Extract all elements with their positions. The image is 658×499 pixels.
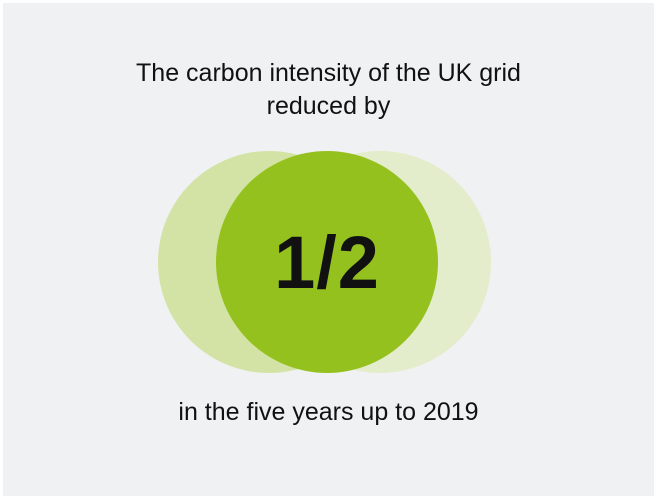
fraction-value: 1/2 [216,151,438,373]
infographic-card: The carbon intensity of the UK grid redu… [3,3,654,496]
footer-text: in the five years up to 2019 [3,396,654,429]
